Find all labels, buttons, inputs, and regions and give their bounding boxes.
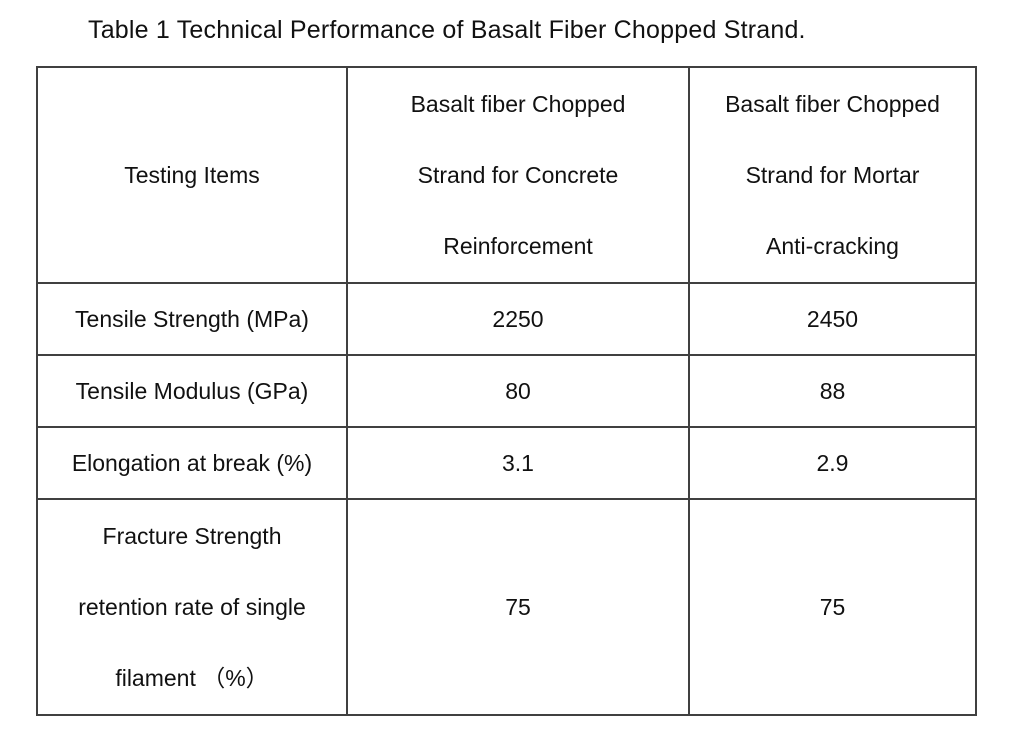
value-fracture-retention-mortar: 75 bbox=[688, 498, 977, 716]
table-header-row: Testing Items Basalt fiber Chopped Stran… bbox=[36, 66, 977, 284]
header-cell-mortar: Basalt fiber Chopped Strand for Mortar A… bbox=[688, 66, 977, 284]
header-cell-concrete: Basalt fiber Chopped Strand for Concrete… bbox=[346, 66, 690, 284]
value-tensile-modulus-concrete: 80 bbox=[346, 354, 690, 428]
table-row: Elongation at break (%) 3.1 2.9 bbox=[36, 426, 977, 500]
performance-table: Testing Items Basalt fiber Chopped Stran… bbox=[36, 66, 977, 716]
table-caption: Table 1 Technical Performance of Basalt … bbox=[88, 16, 806, 44]
header-label: Testing Items bbox=[124, 161, 260, 188]
header-line: Anti-cracking bbox=[766, 232, 899, 259]
row-label-line: retention rate of single bbox=[78, 593, 306, 620]
value-tensile-modulus-mortar: 88 bbox=[688, 354, 977, 428]
value-fracture-retention-concrete: 75 bbox=[346, 498, 690, 716]
value-elongation-mortar: 2.9 bbox=[688, 426, 977, 500]
header-line: Basalt fiber Chopped bbox=[410, 90, 626, 117]
header-cell-testing-items: Testing Items bbox=[36, 66, 348, 284]
row-label-line: Fracture Strength bbox=[102, 522, 282, 549]
header-line: Basalt fiber Chopped bbox=[725, 90, 940, 117]
value-tensile-strength-mortar: 2450 bbox=[688, 282, 977, 356]
row-label-tensile-strength: Tensile Strength (MPa) bbox=[36, 282, 348, 356]
table-row: Tensile Modulus (GPa) 80 88 bbox=[36, 354, 977, 428]
value-tensile-strength-concrete: 2250 bbox=[346, 282, 690, 356]
header-line: Reinforcement bbox=[443, 232, 593, 259]
table-row: Fracture Strength retention rate of sing… bbox=[36, 498, 977, 716]
row-label-tensile-modulus: Tensile Modulus (GPa) bbox=[36, 354, 348, 428]
header-line: Strand for Concrete bbox=[417, 161, 619, 188]
row-label-fracture-retention: Fracture Strength retention rate of sing… bbox=[36, 498, 348, 716]
header-line: Strand for Mortar bbox=[745, 161, 920, 188]
table-row: Tensile Strength (MPa) 2250 2450 bbox=[36, 282, 977, 356]
row-label-line: filament （%） bbox=[115, 664, 269, 691]
value-elongation-concrete: 3.1 bbox=[346, 426, 690, 500]
row-label-elongation: Elongation at break (%) bbox=[36, 426, 348, 500]
